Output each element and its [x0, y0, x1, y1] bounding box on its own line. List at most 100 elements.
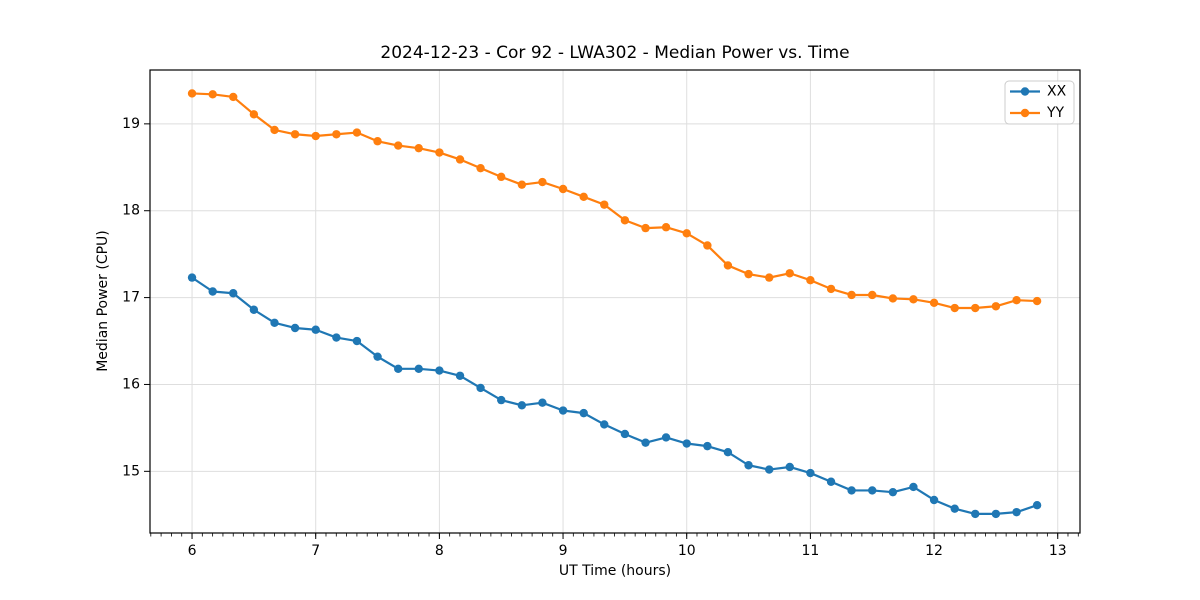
series-XX-marker — [661, 433, 671, 442]
x-tick-label: 10 — [678, 543, 696, 559]
plot-border — [149, 69, 1081, 534]
series-XX-marker — [929, 495, 939, 505]
series-YY-marker — [785, 269, 794, 278]
series-XX-marker — [682, 439, 691, 448]
series-XX-marker — [703, 441, 712, 451]
series-YY-marker — [868, 290, 877, 300]
x-tick-label: 8 — [435, 543, 444, 559]
series-YY-marker — [641, 223, 650, 233]
chart-title: 2024-12-23 - Cor 92 - LWA302 - Median Po… — [380, 43, 850, 63]
legend-label-YY: YY — [1046, 105, 1065, 121]
x-axis-label: UT Time (hours) — [558, 563, 672, 579]
series-YY-marker — [1032, 296, 1042, 306]
y-tick-label: 15 — [122, 463, 140, 479]
series-XX-marker — [208, 287, 217, 296]
series-XX-marker — [806, 468, 815, 478]
series-YY-marker — [414, 143, 423, 153]
series-YY-marker — [332, 130, 341, 139]
series-XX-marker — [1032, 501, 1042, 510]
series-YY-marker — [497, 172, 506, 182]
x-tick-label: 12 — [925, 543, 943, 559]
series-YY-marker — [929, 298, 939, 308]
series-YY-marker — [476, 163, 485, 173]
series-YY-marker — [249, 110, 259, 119]
series-XX-marker — [332, 333, 341, 342]
series-YY-marker — [600, 200, 609, 209]
series-XX-marker — [971, 509, 980, 519]
series-XX-marker — [187, 273, 197, 282]
series-XX-marker — [620, 429, 630, 439]
series-XX-marker — [765, 465, 774, 474]
series-XX-marker — [847, 486, 856, 495]
series-XX-marker — [455, 371, 465, 380]
x-tick-label: 11 — [801, 543, 819, 559]
series-YY-marker — [373, 137, 382, 146]
series-YY-marker — [847, 290, 856, 300]
legend-label-XX: XX — [1047, 84, 1067, 100]
series-XX-marker — [826, 477, 836, 486]
series-XX-marker — [352, 336, 362, 346]
series-YY-marker — [352, 128, 362, 137]
series-XX-marker — [270, 318, 279, 327]
y-axis-label: Median Power (CPU) — [95, 230, 111, 372]
series-YY-marker — [620, 216, 630, 225]
series-XX-marker — [517, 401, 527, 410]
series-YY-marker — [806, 276, 815, 285]
series-YY-marker — [765, 273, 774, 282]
series-XX-line — [191, 276, 1038, 515]
series-YY-marker — [290, 130, 300, 139]
series-YY-marker — [538, 177, 547, 187]
series-XX-marker — [744, 461, 753, 470]
series-YY-marker — [971, 303, 980, 313]
series-YY-marker — [950, 303, 959, 313]
x-tick-label: 7 — [311, 543, 320, 559]
y-tick-label: 16 — [122, 376, 140, 392]
series-YY-marker — [517, 180, 527, 189]
legend-marker-YY — [1020, 108, 1030, 118]
series-YY-marker — [888, 294, 898, 303]
series-YY-marker — [435, 148, 444, 157]
series-XX-marker — [476, 383, 485, 393]
series-YY-marker — [661, 223, 671, 232]
series-XX-marker — [311, 325, 320, 334]
x-tick-label: 9 — [559, 543, 568, 559]
series-XX-marker — [909, 482, 918, 492]
series-YY-marker — [744, 269, 753, 279]
series-XX-marker — [373, 352, 382, 361]
y-tick-label: 17 — [122, 290, 140, 306]
series-YY-marker — [208, 90, 217, 99]
series-XX-marker — [414, 364, 423, 374]
y-tick-label: 18 — [122, 203, 140, 219]
series-XX-marker — [1012, 507, 1021, 517]
series-YY-marker — [1012, 295, 1021, 305]
series-YY-marker — [826, 284, 836, 294]
x-tick-label: 13 — [1049, 543, 1067, 559]
series-YY-marker — [455, 155, 465, 164]
series-XX-marker — [600, 420, 609, 429]
y-tick-label: 19 — [122, 116, 140, 132]
series-XX-marker — [579, 408, 588, 418]
series-YY-line — [192, 92, 1038, 310]
series-XX-marker — [229, 289, 238, 298]
series-XX-marker — [641, 438, 650, 447]
series-YY-marker — [579, 192, 588, 202]
series-YY-marker — [187, 89, 197, 98]
series-YY-marker — [394, 141, 403, 150]
series-XX-marker — [558, 406, 568, 415]
series-YY-marker — [723, 261, 733, 270]
series-XX-marker — [785, 462, 794, 472]
series-XX-marker — [538, 398, 547, 407]
series-XX-marker — [991, 509, 1001, 519]
series-YY-marker — [270, 125, 279, 135]
series-XX-marker — [497, 395, 506, 405]
x-tick-label: 6 — [188, 543, 197, 559]
series-YY-marker — [991, 302, 1001, 311]
legend-marker-XX — [1020, 87, 1030, 96]
series-XX-marker — [249, 305, 259, 314]
series-XX-marker — [868, 486, 877, 495]
series-YY-marker — [909, 295, 918, 304]
series-XX-marker — [888, 487, 898, 497]
series-YY-marker — [558, 184, 568, 194]
